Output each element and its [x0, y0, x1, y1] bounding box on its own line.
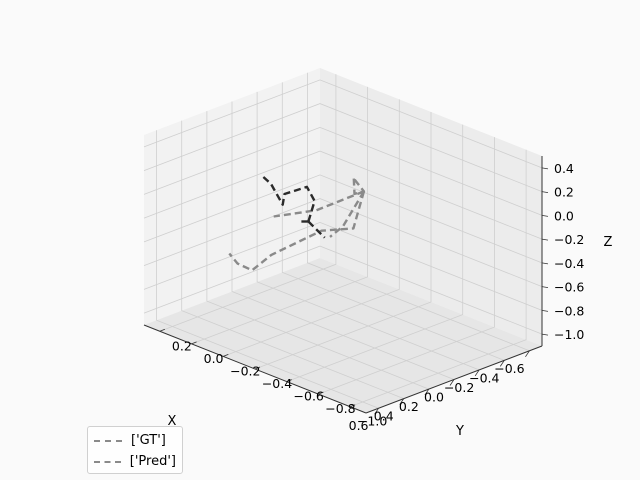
- z-tick-label-3: −0.2: [554, 232, 584, 247]
- y-tick-label-4: −0.2: [230, 363, 260, 378]
- series-0: [228, 177, 366, 272]
- y-tick-label-0: −1.0: [357, 414, 387, 429]
- x-tick-mark-3: [449, 379, 455, 386]
- x-axis-label: X: [168, 414, 177, 429]
- grid-line-y-1: [318, 137, 495, 395]
- grid-lines: [143, 72, 543, 409]
- y-axis-label: Y: [455, 424, 464, 439]
- legend-item-pred: ['Pred']: [94, 451, 176, 472]
- z-tick-mark-0: [541, 167, 549, 170]
- grid-line-z-0: [143, 79, 543, 169]
- legend-gt-label: ['GT']: [131, 433, 166, 448]
- x-tick-label-2: −0.2: [444, 380, 474, 395]
- grid-line-x-0: [306, 72, 530, 352]
- legend-pred-swatch: [94, 460, 121, 463]
- series-0-segment-3: [228, 191, 366, 272]
- y-tick-mark-3: [254, 366, 261, 370]
- z-tick-label-6: −0.8: [554, 303, 584, 318]
- grid-line-x-6: [156, 130, 379, 409]
- x-tick-mark-4: [424, 388, 430, 396]
- legend-item-gt: ['GT']: [94, 430, 176, 451]
- x-tick-mark-2: [474, 369, 480, 377]
- grid-line-x-5: [181, 120, 404, 399]
- tick-labels: −0.6−0.4−0.20.00.20.40.6−1.0−0.8−0.6−0.4…: [172, 161, 584, 433]
- y-tick-mark-4: [223, 354, 229, 357]
- z-tick-label-7: −1.0: [554, 327, 584, 342]
- series-1: [262, 176, 326, 239]
- z-tick-mark-2: [541, 214, 549, 217]
- x-tick-mark-6: [374, 407, 379, 415]
- z-tick-label-0: 0.4: [554, 161, 574, 176]
- y-tick-label-6: 0.2: [172, 338, 192, 353]
- x-tick-label-4: 0.2: [399, 399, 419, 414]
- grid-line-z-6: [143, 221, 543, 311]
- grid-line-x-1: [281, 82, 505, 361]
- grid-line-y-3: [254, 112, 432, 370]
- y-tick-label-5: 0.0: [204, 351, 224, 366]
- y-tick-label-1: −0.8: [325, 401, 355, 416]
- data-series: [228, 176, 366, 272]
- grid-line-x-2: [256, 91, 480, 371]
- x-tick-mark-1: [499, 360, 505, 367]
- z-tick-mark-5: [541, 286, 549, 289]
- series-0-segment-0: [352, 177, 366, 196]
- z-axis-label: Z: [604, 235, 613, 250]
- y-tick-label-3: −0.4: [262, 376, 292, 391]
- series-0-segment-2: [329, 190, 365, 238]
- legend: ['GT'] ['Pred']: [87, 426, 183, 474]
- grid-line-z-1: [143, 103, 543, 192]
- grid-line-z-3: [143, 150, 543, 240]
- y-tick-mark-5: [191, 341, 197, 345]
- z-tick-mark-6: [541, 309, 549, 312]
- grid-line-x-4: [206, 111, 430, 390]
- z-tick-label-2: 0.0: [554, 208, 574, 223]
- series-0-segment-1: [273, 190, 365, 218]
- x-tick-mark-0: [525, 350, 530, 358]
- y-tick-label-2: −0.6: [294, 389, 324, 404]
- grid-line-y-5: [191, 86, 369, 345]
- x-tick-label-0: −0.6: [494, 361, 524, 376]
- grid-line-y-0: [349, 149, 527, 408]
- axis-lines: [143, 156, 549, 415]
- grid-line-z-2: [143, 126, 543, 216]
- grid-line-z-4: [143, 174, 543, 264]
- y-tick-mark-1: [318, 391, 324, 395]
- z-tick-label-1: 0.2: [554, 185, 574, 200]
- x-tick-mark-5: [399, 398, 405, 405]
- y-tick-mark-2: [286, 379, 292, 382]
- series-1-segment-0: [262, 176, 316, 222]
- grid-line-y-4: [223, 99, 400, 357]
- grid-line-z-7: [143, 245, 543, 335]
- series-1-segment-2: [307, 220, 326, 239]
- z-tick-mark-4: [541, 262, 549, 265]
- z-tick-mark-3: [541, 238, 549, 241]
- z-tick-mark-1: [541, 191, 549, 194]
- x-tick-label-5: 0.4: [374, 409, 394, 424]
- z-tick-label-4: −0.4: [554, 256, 584, 271]
- z-tick-label-5: −0.6: [554, 280, 584, 295]
- grid-line-y-2: [286, 124, 464, 382]
- y-tick-mark-0: [349, 404, 356, 408]
- z-tick-mark-7: [541, 333, 549, 336]
- legend-gt-swatch: [94, 439, 122, 442]
- x-tick-label-1: −0.4: [469, 370, 499, 385]
- grid-line-y-6: [159, 74, 337, 332]
- grid-line-z-5: [143, 198, 543, 287]
- grid-line-x-3: [231, 101, 455, 380]
- y-tick-mark-6: [159, 328, 166, 332]
- x-tick-label-6: 0.6: [349, 418, 369, 433]
- x-tick-label-3: 0.0: [424, 390, 444, 405]
- legend-pred-label: ['Pred']: [129, 454, 176, 469]
